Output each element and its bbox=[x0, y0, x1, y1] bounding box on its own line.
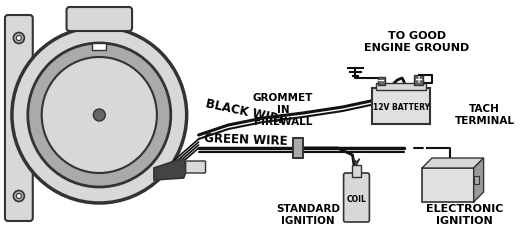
Text: ELECTRONIC
IGNITION: ELECTRONIC IGNITION bbox=[426, 204, 503, 226]
Circle shape bbox=[42, 57, 157, 173]
Bar bbox=[293, 138, 303, 158]
Bar bbox=[414, 75, 423, 85]
Text: STANDARD
IGNITION: STANDARD IGNITION bbox=[276, 204, 340, 226]
Polygon shape bbox=[154, 158, 187, 180]
Bar bbox=[473, 176, 479, 184]
Text: TO GOOD
ENGINE GROUND: TO GOOD ENGINE GROUND bbox=[364, 31, 470, 53]
Circle shape bbox=[14, 190, 25, 202]
Text: COIL: COIL bbox=[347, 195, 366, 204]
FancyBboxPatch shape bbox=[5, 15, 33, 221]
Circle shape bbox=[16, 36, 21, 40]
Bar bbox=[293, 138, 303, 158]
Text: TACH
TERMINAL: TACH TERMINAL bbox=[455, 104, 515, 126]
Bar bbox=[378, 77, 385, 85]
Text: +: + bbox=[415, 75, 423, 85]
Text: GREEN WIRE: GREEN WIRE bbox=[204, 132, 288, 148]
FancyBboxPatch shape bbox=[186, 161, 206, 173]
Bar bbox=[372, 88, 430, 124]
Text: −: − bbox=[377, 76, 385, 86]
Text: BLACK WIRE: BLACK WIRE bbox=[205, 97, 288, 127]
Text: 12V BATTERY: 12V BATTERY bbox=[373, 104, 430, 113]
Bar bbox=[376, 83, 426, 90]
Circle shape bbox=[93, 109, 105, 121]
Polygon shape bbox=[422, 158, 483, 168]
FancyBboxPatch shape bbox=[343, 173, 370, 222]
Circle shape bbox=[12, 27, 187, 203]
FancyBboxPatch shape bbox=[66, 7, 132, 31]
Bar bbox=[422, 168, 473, 202]
Circle shape bbox=[14, 32, 25, 44]
Circle shape bbox=[28, 43, 171, 187]
Text: GROMMET
IN
FIREWALL: GROMMET IN FIREWALL bbox=[253, 93, 313, 127]
Circle shape bbox=[16, 194, 21, 198]
Polygon shape bbox=[473, 158, 483, 202]
Bar bbox=[92, 43, 106, 50]
Bar bbox=[351, 165, 361, 177]
